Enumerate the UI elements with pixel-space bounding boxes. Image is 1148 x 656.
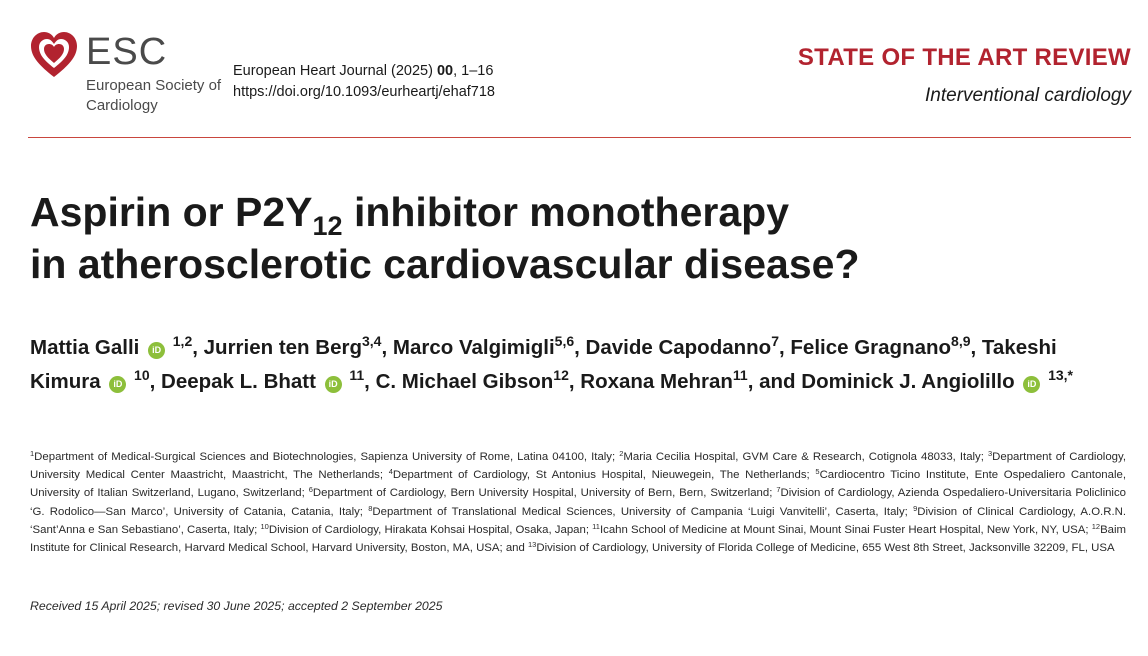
author-affiliation-sup: 13,* xyxy=(1048,367,1073,383)
title-line2: in atherosclerotic cardiovascular diseas… xyxy=(30,241,860,287)
affiliation-text: Division of Cardiology, University of Fl… xyxy=(536,542,1115,555)
article-title: Aspirin or P2Y12 inhibitor monotherapy i… xyxy=(30,186,1120,290)
orcid-icon[interactable]: iD xyxy=(148,342,166,359)
esc-logo: ESC European Society of Cardiology xyxy=(28,30,238,120)
author-name: Felice Gragnano xyxy=(790,336,952,359)
journal-volume: 00 xyxy=(436,63,454,79)
author-affiliation-sup: 10 xyxy=(134,367,150,383)
affiliation-text: Icahn School of Medicine at Mount Sinai,… xyxy=(599,523,1092,536)
author-name: Dominick J. Angiolillo xyxy=(801,370,1015,393)
author-affiliation-sup: 12 xyxy=(553,367,569,383)
affiliation-number: 8 xyxy=(368,503,373,513)
author-separator: , xyxy=(364,370,376,393)
author-separator: , xyxy=(192,336,204,359)
author-name: Marco Valgimigli xyxy=(392,336,555,359)
author-name: Jurrien ten Berg xyxy=(203,336,362,359)
author-name: Takeshi Kimura xyxy=(30,336,1057,393)
author-separator: , xyxy=(568,370,581,393)
affiliation-number: 1 xyxy=(30,449,35,458)
author-name: C. Michael Gibson xyxy=(375,370,554,393)
affiliation-number: 3 xyxy=(987,449,993,458)
affiliation-number: 6 xyxy=(308,485,313,495)
affiliation-number: 4 xyxy=(388,467,393,477)
affiliation-text: Department of Translational Medical Scie… xyxy=(372,505,914,518)
journal-pages: , 1–16 xyxy=(453,63,494,79)
affiliation-number: 11 xyxy=(592,521,600,531)
affiliation-text: Cardiocentro Ticino Institute, Ente Ospe… xyxy=(30,469,1127,500)
author-affiliation-sup: 7 xyxy=(771,333,779,349)
author-name: Mattia Galli xyxy=(30,336,140,359)
journal-citation: European Heart Journal (2025) 00, 1–16 h… xyxy=(233,61,495,103)
article-type: STATE OF THE ART REVIEW xyxy=(797,44,1131,71)
author-separator: , xyxy=(381,336,393,359)
author-affiliation-sup: 11 xyxy=(732,367,748,383)
affiliation-text: Division of Clinical Cardiology, A.O.R.N… xyxy=(30,505,1126,536)
author-affiliation-sup: 3,4 xyxy=(362,333,382,349)
affiliation-text: Division of Cardiology, Azienda Ospedali… xyxy=(30,487,1126,518)
journal-name: European Heart Journal (2025) xyxy=(233,63,433,79)
orcid-icon[interactable]: iD xyxy=(109,376,127,393)
author-separator: , xyxy=(970,336,982,359)
author-affiliation-sup: 8,9 xyxy=(951,333,971,349)
logo-acronym: ESC xyxy=(86,31,168,73)
affiliation-text: Department of Cardiology, St Antonius Ho… xyxy=(392,469,816,482)
journal-line: European Heart Journal (2025) 00, 1–16 xyxy=(233,61,495,82)
doi-link[interactable]: https://doi.org/10.1093/eurheartj/ehaf71… xyxy=(233,84,495,100)
received-dates: Received 15 April 2025; revised 30 June … xyxy=(30,599,443,613)
affiliation-text: Department of Cardiology, University Med… xyxy=(30,451,1127,482)
author-separator: , xyxy=(574,336,586,359)
title-subscript: 12 xyxy=(312,211,343,241)
article-subject: Interventional cardiology xyxy=(925,85,1131,106)
header-divider xyxy=(28,137,1131,138)
author-name: Davide Capodanno xyxy=(585,336,772,359)
affiliation-number: 10 xyxy=(260,521,269,531)
author-separator: , xyxy=(149,370,162,393)
affiliation-text: Department of Medical-Surgical Sciences … xyxy=(34,451,620,463)
author-list: Mattia Galli iD 1,2, Jurrien ten Berg3,4… xyxy=(30,331,1130,399)
title-part2: inhibitor monotherapy xyxy=(342,189,789,235)
affiliation-number: 9 xyxy=(913,503,918,513)
affiliation-text: Baim Institute for Clinical Research, Ha… xyxy=(30,523,1127,555)
orcid-icon[interactable]: iD xyxy=(1023,376,1041,393)
author-name: Roxana Mehran xyxy=(580,370,733,393)
author-separator: , xyxy=(779,336,791,359)
author-separator: , and xyxy=(747,370,802,393)
author-affiliation-sup: 11 xyxy=(349,367,365,383)
affiliation-number: 12 xyxy=(1091,521,1101,531)
affiliation-text: Maria Cecilia Hospital, GVM Care & Resea… xyxy=(623,451,988,463)
orcid-icon[interactable]: iD xyxy=(324,376,342,393)
author-name: Deepak L. Bhatt xyxy=(161,370,316,393)
author-affiliation-sup: 5,6 xyxy=(554,333,575,349)
affiliations: 1Department of Medical-Surgical Sciences… xyxy=(30,448,1126,557)
affiliation-text: Division of Cardiology, Hirakata Kohsai … xyxy=(268,523,593,536)
author-affiliation-sup: 1,2 xyxy=(172,333,193,349)
logo-society-name: European Society of Cardiology xyxy=(86,77,222,114)
affiliation-text: Department of Cardiology, Bern Universit… xyxy=(312,487,777,500)
affiliation-number: 2 xyxy=(619,449,624,458)
affiliation-number: 7 xyxy=(776,485,781,495)
affiliation-number: 5 xyxy=(815,467,820,477)
affiliation-number: 13 xyxy=(528,540,537,550)
esc-heart-icon xyxy=(31,32,77,77)
title-part1: Aspirin or P2Y xyxy=(30,189,313,235)
